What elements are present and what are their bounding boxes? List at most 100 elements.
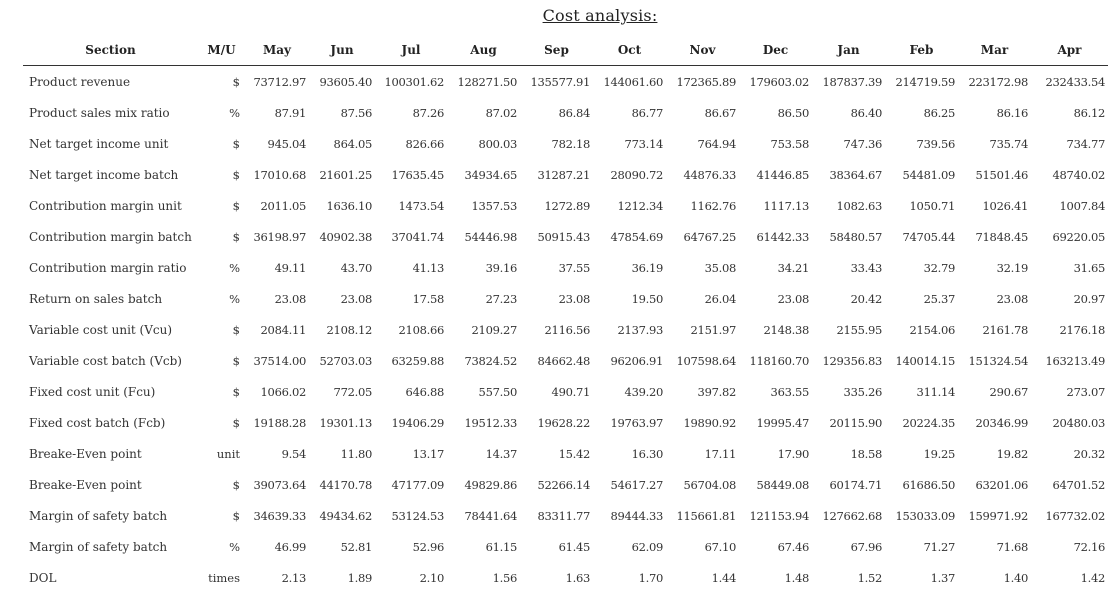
table-cell: 71848.45 bbox=[975, 229, 1029, 244]
row-unit: % bbox=[229, 539, 240, 554]
table-cell: 44876.33 bbox=[683, 167, 737, 182]
column-header-jan: Jan bbox=[812, 34, 885, 66]
table-cell: 1.89 bbox=[347, 570, 373, 585]
table-cell: 15.42 bbox=[558, 446, 591, 461]
table-cell: 167732.02 bbox=[1045, 508, 1106, 523]
table-cell: 87.91 bbox=[274, 105, 307, 120]
table-cell: 54481.09 bbox=[902, 167, 956, 182]
table-cell: 19628.22 bbox=[537, 415, 591, 430]
column-header-oct: Oct bbox=[593, 34, 666, 66]
table-cell: 86.40 bbox=[850, 105, 883, 120]
row-section-label: Net target income unit bbox=[29, 136, 169, 151]
row-unit: $ bbox=[232, 198, 240, 213]
table-cell: 214719.59 bbox=[895, 74, 956, 89]
table-cell: 127662.68 bbox=[822, 508, 883, 523]
table-cell: 71.68 bbox=[996, 539, 1029, 554]
table-cell: 48740.02 bbox=[1052, 167, 1106, 182]
table-cell: 19301.13 bbox=[319, 415, 373, 430]
table-cell: 39073.64 bbox=[253, 477, 307, 492]
table-cell: 135577.91 bbox=[530, 74, 591, 89]
table-cell: 41446.85 bbox=[756, 167, 810, 182]
table-cell: 49434.62 bbox=[319, 508, 373, 523]
table-cell: 73712.97 bbox=[253, 74, 307, 89]
table-cell: 14.37 bbox=[485, 446, 518, 461]
table-row: Margin of safety batch $34639.33 49434.62 5… bbox=[23, 500, 1108, 531]
table-cell: 96206.91 bbox=[610, 353, 664, 368]
table-cell: 1.52 bbox=[857, 570, 883, 585]
table-cell: 2148.38 bbox=[763, 322, 810, 337]
table-cell: 118160.70 bbox=[749, 353, 810, 368]
table-row: Net target income unit $945.04 864.05 826.6… bbox=[23, 128, 1108, 159]
table-cell: 58449.08 bbox=[756, 477, 810, 492]
row-section-label: Breake-Even point bbox=[29, 446, 142, 461]
table-row: Contribution margin ratio% 49.11 43.70 41.1… bbox=[23, 252, 1108, 283]
table-row: Margin of safety batch% 46.99 52.81 52.96 61… bbox=[23, 531, 1108, 562]
table-row: DOL times 2.13 1.89 2.10 1.56 1.63 1.70 1.44 1.48… bbox=[23, 562, 1108, 593]
table-cell: 223172.98 bbox=[968, 74, 1029, 89]
table-cell: 17.90 bbox=[777, 446, 810, 461]
table-cell: 2.10 bbox=[419, 570, 445, 585]
table-cell: 2011.05 bbox=[260, 198, 307, 213]
table-cell: 290.67 bbox=[989, 384, 1029, 399]
table-row: Net target income batch $17010.68 21601.25… bbox=[23, 159, 1108, 190]
table-cell: 129356.83 bbox=[822, 353, 883, 368]
column-header-mar: Mar bbox=[958, 34, 1031, 66]
table-cell: 764.94 bbox=[697, 136, 737, 151]
table-cell: 23.08 bbox=[558, 291, 591, 306]
row-unit: $ bbox=[232, 74, 240, 89]
table-cell: 39.16 bbox=[485, 260, 518, 275]
table-cell: 13.17 bbox=[412, 446, 445, 461]
table-cell: 41.13 bbox=[412, 260, 445, 275]
row-unit: $ bbox=[232, 136, 240, 151]
table-cell: 2176.18 bbox=[1059, 322, 1106, 337]
table-cell: 33.43 bbox=[850, 260, 883, 275]
table-cell: 151324.54 bbox=[968, 353, 1029, 368]
table-cell: 64701.52 bbox=[1052, 477, 1106, 492]
table-cell: 63259.88 bbox=[391, 353, 445, 368]
table-cell: 20224.35 bbox=[902, 415, 956, 430]
table-cell: 490.71 bbox=[551, 384, 591, 399]
table-cell: 2137.93 bbox=[617, 322, 664, 337]
table-cell: 232433.54 bbox=[1045, 74, 1106, 89]
row-unit: % bbox=[229, 105, 240, 120]
table-cell: 335.26 bbox=[843, 384, 883, 399]
table-cell: 826.66 bbox=[405, 136, 445, 151]
row-unit: $ bbox=[232, 415, 240, 430]
table-cell: 87.56 bbox=[340, 105, 373, 120]
table-cell: 2116.56 bbox=[544, 322, 591, 337]
row-unit: times bbox=[208, 570, 240, 585]
table-cell: 17.11 bbox=[704, 446, 737, 461]
row-unit: $ bbox=[232, 477, 240, 492]
table-cell: 54446.98 bbox=[464, 229, 518, 244]
row-unit: $ bbox=[232, 384, 240, 399]
table-cell: 67.10 bbox=[704, 539, 737, 554]
column-header-jun: Jun bbox=[309, 34, 375, 66]
column-header-may: May bbox=[245, 34, 309, 66]
table-cell: 140014.15 bbox=[895, 353, 956, 368]
table-cell: 67.46 bbox=[777, 539, 810, 554]
table-cell: 2151.97 bbox=[690, 322, 737, 337]
table-cell: 20.32 bbox=[1073, 446, 1106, 461]
table-cell: 773.14 bbox=[624, 136, 664, 151]
table-cell: 1117.13 bbox=[763, 198, 810, 213]
row-unit: $ bbox=[232, 167, 240, 182]
table-cell: 67.96 bbox=[850, 539, 883, 554]
table-cell: 56704.08 bbox=[683, 477, 737, 492]
table-cell: 72.16 bbox=[1073, 539, 1106, 554]
table-cell: 1.44 bbox=[711, 570, 737, 585]
table-cell: 47177.09 bbox=[391, 477, 445, 492]
table-cell: 1212.34 bbox=[617, 198, 664, 213]
row-section-label: Variable cost batch (Vcb) bbox=[29, 353, 182, 368]
table-row: Breake-Even point $39073.64 44170.78 47177.… bbox=[23, 469, 1108, 500]
table-cell: 17635.45 bbox=[391, 167, 445, 182]
table-cell: 311.14 bbox=[916, 384, 956, 399]
table-cell: 43.70 bbox=[340, 260, 373, 275]
table-cell: 144061.60 bbox=[603, 74, 664, 89]
table-cell: 35.08 bbox=[704, 260, 737, 275]
row-section-label: Product sales mix ratio bbox=[29, 105, 170, 120]
table-cell: 36.19 bbox=[631, 260, 664, 275]
table-cell: 69220.05 bbox=[1052, 229, 1106, 244]
column-header-jul: Jul bbox=[375, 34, 447, 66]
table-cell: 52703.03 bbox=[319, 353, 373, 368]
table-cell: 49829.86 bbox=[464, 477, 518, 492]
